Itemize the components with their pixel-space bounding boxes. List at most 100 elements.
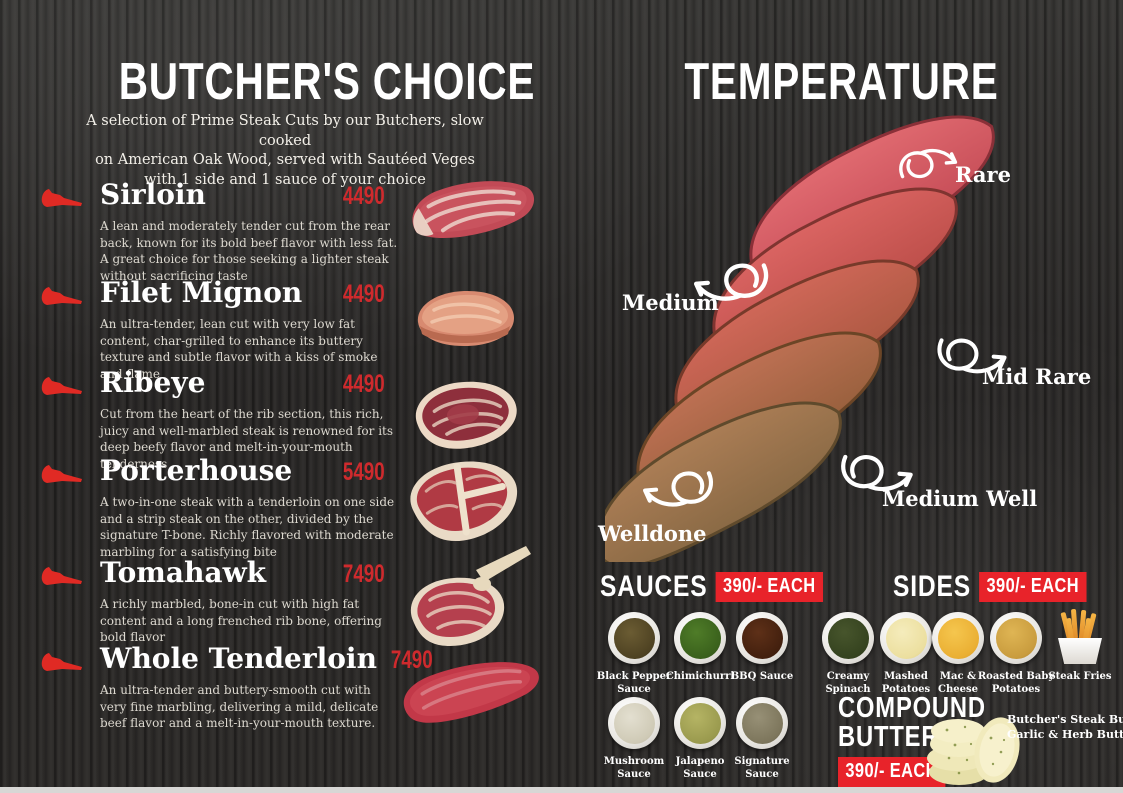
sauce-bbq: BBQ Sauce: [722, 612, 802, 683]
compound-butter-photo: [925, 700, 1025, 792]
temp-label-welldone: Welldone: [598, 521, 707, 546]
steak-name: Sirloin: [100, 178, 206, 211]
sides-title: SIDES: [893, 570, 971, 603]
compound-butter-title: COMPOUND BUTTER: [838, 694, 986, 752]
side-mashed-potatoes: Mashed Potatoes: [866, 612, 946, 696]
temperature-title-text: TEMPERATURE: [684, 53, 999, 111]
menu-item-porterhouse: Porterhouse 5490 A two-in-one steak with…: [40, 454, 394, 560]
cleaver-icon: [40, 284, 84, 310]
menu-item-ribeye: Ribeye 4490 Cut from the heart of the ri…: [40, 366, 393, 472]
sauce-bowl: [674, 612, 726, 664]
sauce-signature: Signature Sauce: [722, 697, 802, 781]
sauce-bowl: [674, 697, 726, 749]
steak-description: An ultra-tender, lean cut with very low …: [100, 317, 378, 381]
sauce-black-pepper: Black Pepper Sauce: [594, 612, 674, 696]
steak-description: A lean and moderately tender cut from th…: [100, 219, 398, 283]
menu-item-filet-mignon: Filet Mignon 4490 An ultra-tender, lean …: [40, 278, 385, 382]
subtitle-line: A selection of Prime Steak Cuts by our B…: [86, 113, 484, 149]
compound-butter-note: Butcher's Steak Butter Garlic & Herb But…: [1007, 712, 1123, 743]
side-roasted-baby-potatoes: Roasted Baby Potatoes: [976, 612, 1056, 696]
steak-name: Ribeye: [100, 366, 206, 399]
whole-tenderloin-photo: [395, 640, 547, 746]
steak-price: 7490: [390, 646, 433, 674]
side-creamy-spinach: Creamy Spinach: [808, 612, 888, 696]
sauce-label: Black Pepper Sauce: [596, 671, 672, 695]
butchers-choice-title-text: BUTCHER'S CHOICE: [118, 53, 536, 111]
steak-name: Whole Tenderloin: [100, 642, 377, 675]
cleaver-icon: [40, 186, 84, 212]
tomahawk-photo: [398, 540, 533, 662]
side-bowl: [880, 612, 932, 664]
rare-arrow-icon: [895, 135, 963, 201]
side-bowl: [932, 612, 984, 664]
menu-item-tomahawk: Tomahawk 7490 A richly marbled, bone-in …: [40, 558, 385, 646]
compound-butter-title-line2: BUTTER: [838, 721, 940, 753]
steak-price: 5490: [343, 458, 385, 486]
temp-label-rare: Rare: [955, 162, 1011, 187]
temp-label-mid-rare: Mid Rare: [982, 364, 1092, 389]
temperature-title: TEMPERATURE: [640, 52, 1040, 112]
sides-header: SIDES 390/- EACH: [893, 570, 1087, 604]
temp-label-medium-well: Medium Well: [882, 486, 1038, 511]
steak-description: An ultra-tender and buttery-smooth cut w…: [100, 683, 379, 731]
steak-description: A richly marbled, bone-in cut with high …: [100, 597, 382, 645]
cleaver-icon: [40, 564, 84, 590]
sauce-label: Mushroom Sauce: [603, 756, 665, 780]
steak-price: 4490: [343, 182, 385, 210]
ribeye-photo: [405, 372, 527, 462]
steak-name: Porterhouse: [100, 454, 293, 487]
temp-label-medium: Medium: [622, 290, 719, 315]
side-label: Roasted Baby Potatoes: [977, 671, 1055, 695]
sides-price-badge: 390/- EACH: [979, 572, 1087, 602]
sauces-title: SAUCES: [600, 570, 708, 603]
steak-name: Filet Mignon: [100, 276, 303, 309]
compound-butter-note-line2: Garlic & Herb Butter: [1007, 728, 1123, 742]
side-label: Mac & Cheese: [938, 671, 978, 695]
steak-description: Cut from the heart of the rib section, t…: [100, 407, 394, 471]
mid-rare-arrow-icon: [930, 326, 1016, 384]
medium-arrow-icon: [685, 250, 775, 312]
sauce-mushroom: Mushroom Sauce: [594, 697, 674, 781]
steak-price: 4490: [343, 370, 385, 398]
menu-item-sirloin: Sirloin 4490 A lean and moderately tende…: [40, 178, 397, 284]
side-bowl: [990, 612, 1042, 664]
side-mac-and-cheese: Mac & Cheese: [918, 612, 998, 696]
cleaver-icon: [40, 650, 84, 676]
subtitle-line: on American Oak Wood, served with Sautée…: [95, 152, 475, 169]
side-label: Steak Fries: [1048, 671, 1112, 682]
menu-item-whole-tenderloin: Whole Tenderloin 7490 An ultra-tender an…: [40, 642, 433, 732]
butchers-choice-title: BUTCHER'S CHOICE: [60, 52, 535, 112]
sauce-label: Chimichurri: [665, 671, 735, 682]
cleaver-icon: [40, 374, 84, 400]
sirloin-photo: [400, 165, 545, 261]
medium-well-arrow-icon: [832, 442, 924, 502]
sauces-price-badge: 390/- EACH: [715, 572, 823, 602]
sauce-chimichurri: Chimichurri: [660, 612, 740, 683]
welldone-arrow-icon: [636, 456, 718, 520]
sauce-bowl: [736, 612, 788, 664]
side-label: Mashed Potatoes: [881, 671, 931, 695]
side-steak-fries: Steak Fries: [1040, 608, 1120, 683]
butchers-choice-subtitle: A selection of Prime Steak Cuts by our B…: [60, 112, 510, 190]
cleaver-icon: [40, 462, 84, 488]
sauce-label: BBQ Sauce: [730, 671, 794, 682]
compound-butter-title-line1: COMPOUND: [838, 692, 986, 724]
sauce-label: Signature Sauce: [734, 756, 790, 780]
steak-price: 4490: [343, 280, 385, 308]
sauce-label: Jalapeno Sauce: [675, 756, 725, 780]
compound-butter-price-badge: 390/- EACH: [838, 757, 969, 787]
steak-name: Tomahawk: [100, 556, 267, 589]
side-label: Creamy Spinach: [825, 671, 871, 695]
steak-price: 7490: [343, 560, 385, 588]
sauce-bowl: [736, 697, 788, 749]
sauce-bowl: [608, 697, 660, 749]
doneness-steak-slices-photo: [596, 112, 1085, 569]
fries-cup: [1052, 608, 1108, 664]
filet-mignon-photo: [408, 282, 523, 358]
page-bottom-edge: [0, 787, 1123, 793]
steak-description: A two-in-one steak with a tenderloin on …: [100, 495, 395, 559]
sauce-bowl: [608, 612, 660, 664]
subtitle-line: with 1 side and 1 sauce of your choice: [144, 171, 426, 188]
porterhouse-photo: [400, 452, 528, 554]
